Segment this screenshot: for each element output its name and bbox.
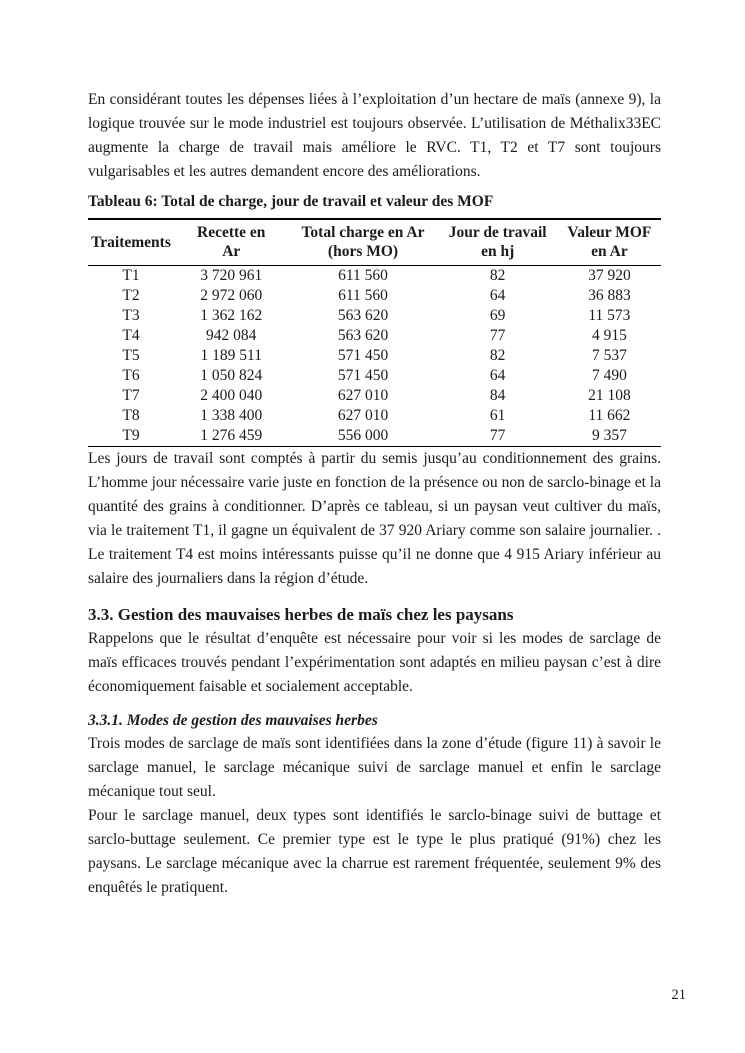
cell-charge: 627 010 [337, 407, 389, 424]
cell-valeur: 11 573 [588, 307, 631, 324]
paragraph-3-3-1-b: Pour le sarclage manuel, deux types sont… [88, 807, 661, 896]
col-header-traitements: Traitements [88, 219, 174, 266]
cell-traitement: T7 [122, 387, 140, 404]
table-row: T1 3 720 961 611 560 82 37 920 [88, 266, 661, 287]
section-heading-3-3: 3.3. Gestion des mauvaises herbes de maï… [88, 605, 514, 624]
cell-jour: 82 [489, 347, 506, 364]
cell-jour: 64 [489, 287, 506, 304]
cell-traitement: T9 [122, 427, 140, 444]
paragraph-after-table: Les jours de travail sont comptés à part… [88, 450, 661, 587]
cell-recette: 2 972 060 [200, 287, 263, 304]
cell-charge: 571 450 [337, 347, 389, 364]
cell-jour: 84 [489, 387, 506, 404]
table-body: T1 3 720 961 611 560 82 37 920 T2 2 972 … [88, 266, 661, 447]
cell-recette: 2 400 040 [200, 387, 263, 404]
table-row: T8 1 338 400 627 010 61 11 662 [88, 406, 661, 426]
cell-traitement: T8 [122, 407, 140, 424]
cell-valeur: 9 357 [591, 427, 627, 444]
paragraph-3-3-1-a: Trois modes de sarclage de maïs sont ide… [88, 735, 661, 800]
cell-valeur: 11 662 [588, 407, 631, 424]
cell-traitement: T2 [122, 287, 140, 304]
table-row: T4 942 084 563 620 77 4 915 [88, 326, 661, 346]
page-number: 21 [671, 987, 687, 1003]
cell-charge: 563 620 [337, 327, 389, 344]
cell-recette: 1 050 824 [200, 367, 263, 384]
cell-recette: 1 362 162 [200, 307, 263, 324]
table-caption: Tableau 6: Total de charge, jour de trav… [88, 193, 494, 210]
table-header-row: Traitements Recette en Ar Total charge e… [88, 219, 661, 266]
section-heading-3-3-1: 3.3.1. Modes de gestion des mauvaises he… [88, 712, 378, 729]
page-content: En considérant toutes les dépenses liées… [88, 0, 661, 900]
cell-valeur: 4 915 [591, 327, 627, 344]
cell-traitement: T3 [122, 307, 140, 324]
cell-recette: 942 084 [206, 327, 257, 344]
table-row: T7 2 400 040 627 010 84 21 108 [88, 386, 661, 406]
cell-charge: 627 010 [337, 387, 389, 404]
cell-recette: 3 720 961 [200, 267, 263, 284]
cell-charge: 611 560 [338, 287, 388, 304]
cell-traitement: T1 [122, 267, 140, 284]
cell-jour: 82 [489, 267, 506, 284]
paragraph-section-3-3: Rappelons que le résultat d’enquête est … [88, 630, 661, 695]
cell-charge: 571 450 [337, 367, 389, 384]
cell-jour: 69 [489, 307, 506, 324]
cell-charge: 556 000 [337, 427, 389, 444]
col-header-recette: Recette en Ar [173, 219, 289, 266]
table-row: T5 1 189 511 571 450 82 7 537 [88, 346, 661, 366]
cell-jour: 77 [489, 427, 506, 444]
cell-traitement: T5 [122, 347, 140, 364]
cell-charge: 611 560 [338, 267, 388, 284]
col-header-jour-travail: Jour de travail en hj [437, 219, 558, 266]
cell-traitement: T4 [122, 327, 140, 344]
cell-valeur: 37 920 [588, 267, 631, 284]
cell-valeur: 21 108 [588, 387, 631, 404]
table-header: Traitements Recette en Ar Total charge e… [88, 219, 661, 266]
cell-recette: 1 189 511 [200, 347, 262, 364]
col-header-total-charge: Total charge en Ar (hors MO) [288, 219, 438, 266]
cell-recette: 1 338 400 [200, 407, 263, 424]
table-tableau6: Traitements Recette en Ar Total charge e… [88, 218, 661, 447]
cell-valeur: 7 537 [591, 347, 627, 364]
cell-jour: 64 [489, 367, 506, 384]
cell-charge: 563 620 [337, 307, 389, 324]
cell-valeur: 36 883 [588, 287, 631, 304]
cell-recette: 1 276 459 [200, 427, 263, 444]
cell-jour: 77 [489, 327, 506, 344]
table-row: T2 2 972 060 611 560 64 36 883 [88, 286, 661, 306]
col-header-valeur-mof: Valeur MOF en Ar [557, 219, 661, 266]
cell-jour: 61 [489, 407, 506, 424]
table-row: T3 1 362 162 563 620 69 11 573 [88, 306, 661, 326]
cell-traitement: T6 [122, 367, 140, 384]
table-row: T6 1 050 824 571 450 64 7 490 [88, 366, 661, 386]
table-row: T9 1 276 459 556 000 77 9 357 [88, 426, 661, 447]
cell-valeur: 7 490 [591, 367, 627, 384]
paragraph-intro: En considérant toutes les dépenses liées… [88, 91, 661, 180]
